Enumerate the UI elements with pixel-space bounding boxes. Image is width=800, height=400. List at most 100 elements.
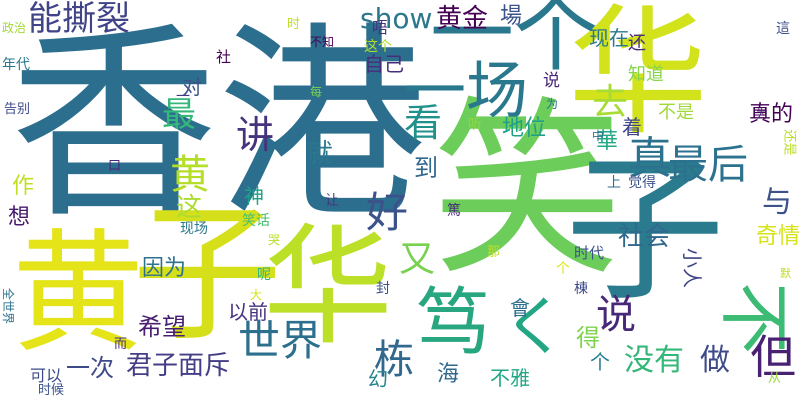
word: 政治 (2, 21, 27, 35)
word: 年代 (2, 57, 30, 73)
word: 會 (510, 296, 530, 320)
word: 栋 (374, 337, 414, 383)
word: 篤 (447, 203, 461, 219)
word: 就 (307, 139, 334, 169)
word: 口 (108, 159, 122, 174)
word: 中 (592, 129, 605, 143)
word: 黄 (12, 217, 144, 371)
word: 一次 (66, 354, 114, 382)
word: 香港 (10, 5, 426, 247)
word: 作 (12, 174, 35, 199)
word: 子 (132, 188, 283, 362)
word: 君子面斥 (126, 351, 231, 381)
word: 世界 (238, 316, 323, 365)
word: 个 (556, 261, 570, 277)
word: 不雅 (490, 366, 530, 390)
word: 真的 (749, 102, 794, 127)
word: 幻 (368, 367, 388, 391)
word: 个 (590, 350, 610, 374)
word: 奇情 (756, 224, 800, 249)
word: 自己 (364, 52, 404, 76)
word: 地位 (502, 116, 547, 141)
word: 说 (543, 71, 560, 91)
word: 着 (622, 115, 642, 139)
word: 华 (263, 211, 394, 363)
word: 社会 (618, 222, 671, 252)
word: 不知 (310, 35, 335, 49)
word: 觉得 (628, 175, 656, 191)
word: 上 (607, 175, 621, 191)
word: く (503, 291, 567, 365)
word: 全世界 (1, 287, 16, 325)
word: 好 (366, 188, 409, 237)
word: 可以 (30, 366, 63, 385)
word: 看 (404, 101, 443, 145)
word: 讲 (236, 113, 275, 157)
word: 与 (762, 185, 792, 220)
word: 一 (176, 89, 190, 105)
word: 海 (437, 362, 460, 387)
word: 黄 (170, 152, 210, 198)
word: 时代 (574, 244, 605, 262)
word: 到 (414, 154, 438, 182)
word: 棟 (574, 281, 588, 297)
word: 這 (776, 21, 790, 37)
word: 让 (325, 193, 339, 209)
word: 做 (700, 343, 730, 378)
word: 而 (114, 337, 128, 352)
word: 但 (750, 330, 796, 384)
word: 真 (628, 133, 672, 184)
word: 得 (576, 324, 600, 352)
word: 能撕裂 (28, 0, 130, 39)
word: 神 (244, 184, 264, 208)
word: 笃 (416, 280, 490, 366)
word: 笑话 (242, 213, 270, 229)
word: 最后 (668, 142, 748, 188)
word: 华 (568, 0, 709, 155)
word: 不是 (658, 102, 694, 123)
word: 以前 (228, 300, 268, 324)
word: 大 (250, 288, 263, 302)
word: 黄金 (436, 4, 489, 34)
word: 这 (176, 193, 203, 223)
word: 封 (376, 281, 390, 297)
word: 现在 (589, 26, 629, 50)
word: 最 (162, 95, 196, 135)
word: 默 (780, 267, 791, 280)
word: 小人 (680, 248, 704, 288)
word: 那 (487, 245, 501, 260)
word: 现场 (180, 221, 208, 237)
word: 笑 (432, 80, 623, 301)
word: 还 (628, 33, 646, 54)
word: 又 (399, 239, 436, 280)
word: 子 (565, 136, 726, 323)
word: 没有 (624, 343, 684, 378)
word: 場 (500, 4, 523, 29)
word: 哭 (268, 233, 281, 247)
word: 社 (216, 48, 232, 66)
word: 一场 (404, 54, 529, 127)
word: 说 (596, 292, 636, 338)
word: 希望 (138, 313, 186, 341)
word: 呢 (257, 267, 271, 283)
word: 时 (287, 17, 301, 32)
word: 从 (768, 371, 782, 386)
word: 想 (8, 205, 31, 230)
word: 这个 (364, 39, 392, 55)
word: 对 (182, 75, 202, 99)
word: 为 (756, 107, 769, 121)
word: 一个 (430, 0, 599, 83)
word: 因为 (142, 256, 187, 281)
word: 还是 (781, 129, 797, 156)
word: 听 (468, 117, 482, 133)
word: 时候 (38, 383, 65, 398)
word: 为 (546, 97, 559, 111)
word: 知道 (628, 64, 664, 85)
word: 華 (596, 129, 619, 154)
word: 每 (310, 85, 323, 99)
word: 唔 (372, 18, 389, 37)
word: 告别 (4, 102, 31, 117)
word: show (360, 2, 433, 35)
word: 去 (592, 82, 629, 123)
